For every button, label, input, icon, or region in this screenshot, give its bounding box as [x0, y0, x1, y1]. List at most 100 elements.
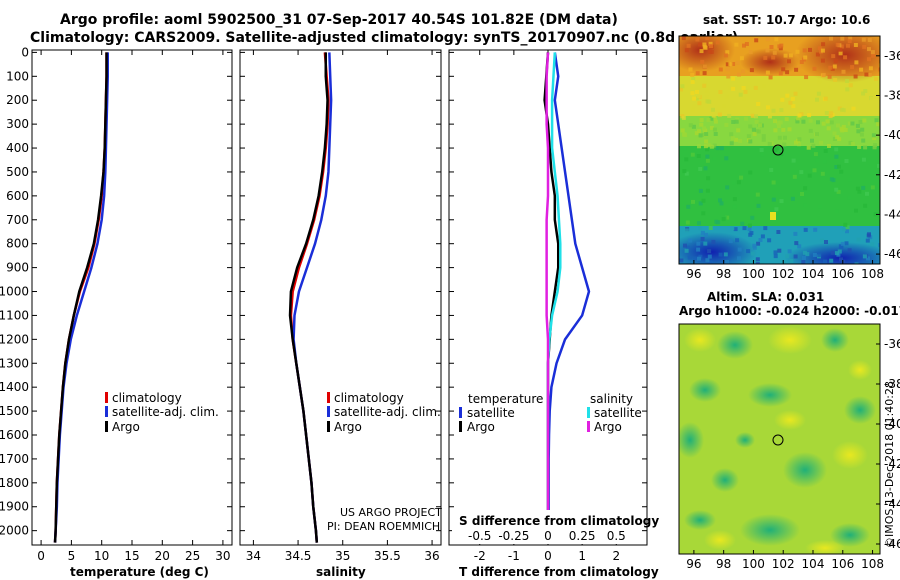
sst-pixel	[725, 94, 730, 99]
series-line-argo	[53, 52, 108, 543]
legend-swatch-sal-satellite	[587, 407, 590, 418]
sst-pixel	[691, 108, 695, 113]
sst-pixel	[754, 38, 759, 43]
sst-pixel	[696, 176, 701, 181]
sst-pixel	[749, 231, 754, 235]
sst-pixel	[681, 36, 686, 41]
sst-pixel	[725, 215, 730, 220]
sst-pixel	[704, 132, 709, 137]
sst-pixel	[862, 44, 867, 49]
sst-pixel	[785, 254, 789, 259]
sla-high-blob	[704, 530, 736, 550]
salinity-x-axis: 34 34.5 35 35.5 36	[246, 50, 440, 563]
sla-blobs	[679, 326, 876, 554]
sst-pixel	[855, 123, 860, 128]
sst-pixel	[752, 132, 757, 137]
legend-label-temp-argo: Argo	[467, 420, 495, 434]
sst-pixel	[844, 241, 849, 246]
sst-pixel	[821, 72, 826, 77]
sst-pixel	[709, 44, 713, 48]
sst-pixel	[834, 251, 839, 256]
y-tick-label: 400	[6, 141, 29, 155]
sst-pixel	[711, 113, 716, 118]
sst-pixel	[767, 141, 772, 146]
sst-pixel	[811, 143, 816, 148]
sst-pixel	[697, 221, 701, 226]
y-tick-label: 1400	[0, 380, 29, 394]
sla-high-blob	[832, 441, 868, 469]
sst-pixel	[845, 229, 849, 234]
salinity-panel: 34 34.5 35 35.5 36 salinity climatology sate…	[239, 49, 442, 579]
y-tick-label: 500	[6, 165, 29, 179]
sst-pixel	[877, 96, 880, 101]
legend-heading-temperature: temperature	[468, 392, 543, 406]
sst-pixel	[850, 121, 855, 126]
sst-pixel	[709, 49, 714, 54]
difference-top-x-ticks: -0.5 -0.25 0 0.25 0.5	[468, 529, 626, 543]
sst-pixel	[817, 252, 822, 257]
sst-pixel	[793, 96, 798, 101]
sst-pixel	[695, 37, 700, 42]
map-y-tick-label: -46	[884, 537, 900, 551]
difference-panel: -2 -1 0 1 2 S difference from climatology -0…	[448, 49, 659, 579]
sst-pixel	[739, 56, 744, 61]
sst-pixel	[833, 59, 838, 64]
sst-pixel	[872, 136, 877, 141]
sst-pixel	[777, 248, 782, 253]
sst-pixel	[712, 127, 717, 132]
sst-pixel	[840, 36, 845, 41]
imos-watermark: ©IMOS 13-Dec-2018 01:40:28	[883, 381, 896, 548]
temperature-series	[53, 52, 110, 543]
sla-map-field	[679, 324, 880, 554]
sst-pixel	[691, 199, 695, 204]
sst-pixel	[833, 77, 838, 82]
sst-pixel	[815, 52, 820, 57]
sst-pixel	[854, 60, 859, 65]
sst-pixel	[861, 185, 866, 190]
sst-pixel	[722, 104, 726, 109]
y-tick-label: 300	[6, 117, 29, 131]
sst-pixel	[756, 203, 761, 208]
sst-pixel	[702, 126, 706, 131]
legend-label-climatology: climatology	[334, 391, 404, 405]
sst-pixel	[779, 108, 784, 113]
sst-pixel	[823, 259, 827, 264]
sst-pixel	[698, 133, 703, 138]
sst-pixel	[718, 67, 723, 72]
sst-pixel	[781, 67, 786, 72]
sst-pixel	[870, 50, 875, 55]
sst-pixel	[700, 237, 705, 241]
sst-pixel	[759, 148, 764, 152]
sst-pixel	[832, 131, 837, 136]
sst-pixel	[691, 104, 696, 109]
sst-pixel	[793, 91, 798, 96]
sst-pixel	[803, 203, 808, 208]
sst-pixel	[683, 243, 687, 248]
temperature-x-label: temperature (deg C)	[70, 565, 209, 579]
sst-pixel	[810, 138, 814, 143]
x-tick-label: -2	[474, 549, 486, 563]
sst-pixel	[778, 120, 783, 125]
sst-pixel	[771, 55, 776, 60]
sst-map-x-axis: 96 98 100 102 104 106 108	[686, 260, 884, 281]
top-x-tick-label: 0	[544, 529, 552, 543]
sst-pixel	[705, 154, 710, 159]
sst-pixel	[737, 247, 742, 252]
sst-pixel	[694, 131, 699, 136]
y-tick-label: 1000	[0, 285, 29, 299]
sst-pixel	[702, 64, 707, 69]
sla-low-blob	[740, 514, 800, 546]
sst-pixel	[690, 72, 695, 77]
sst-pixel	[830, 66, 835, 71]
x-tick-label: 35.5	[374, 549, 401, 563]
sst-pixel	[862, 118, 867, 123]
sst-pixel	[860, 127, 865, 132]
sst-pixel	[755, 257, 760, 262]
sst-pixel	[778, 71, 783, 76]
sst-pixel	[843, 55, 848, 60]
sst-pixel	[772, 50, 777, 55]
sst-pixel	[873, 212, 878, 217]
sst-pixel	[788, 53, 793, 58]
sst-pixel	[734, 137, 738, 142]
sst-pixel	[787, 127, 792, 132]
